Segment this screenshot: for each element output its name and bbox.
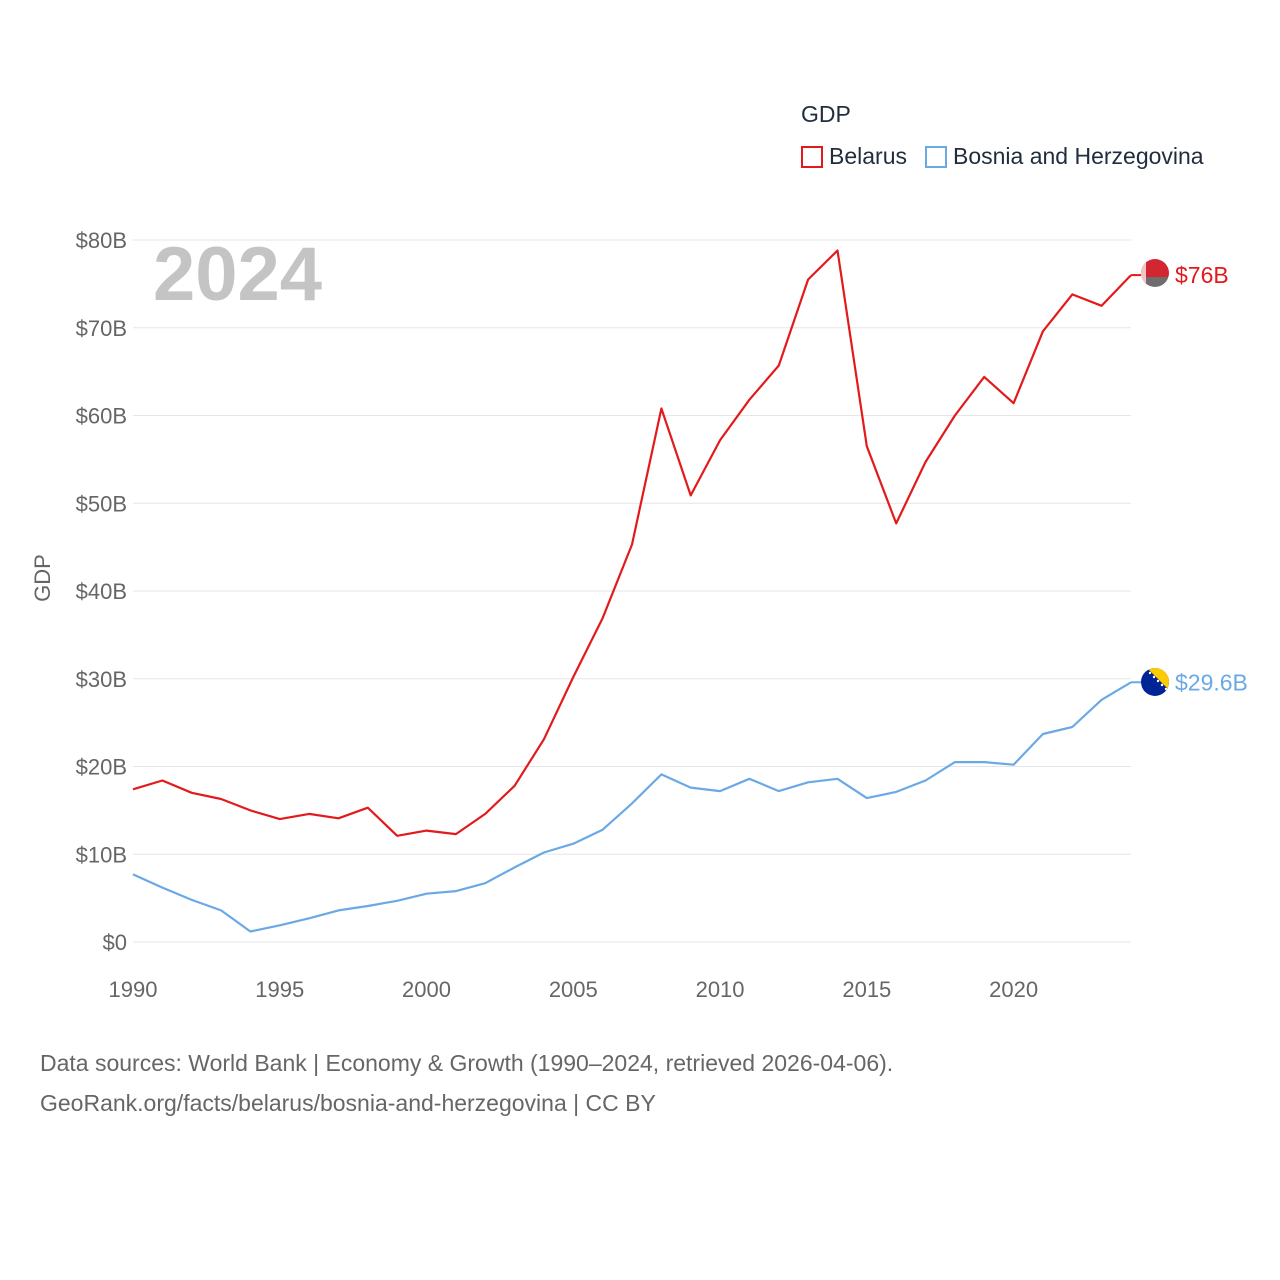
legend-swatch-belarus [801,145,823,168]
source-note: Data sources: World Bank | Economy & Gro… [40,1043,893,1123]
x-tick-label: 2020 [989,977,1038,1002]
y-tick-label: $0 [103,930,127,955]
gridlines [133,239,1131,943]
legend-title: GDP [801,101,851,127]
y-axis-ticks: $0 $10B $20B $30B $40B $50B $60B $70B $80B [76,228,127,955]
x-tick-label: 2005 [549,977,598,1002]
series-end-label-bosnia: $29.6B [1175,669,1248,695]
legend-label-bosnia: Bosnia and Herzegovina [952,143,1204,169]
x-tick-label: 1995 [255,977,304,1002]
y-tick-label: $30B [76,667,127,692]
x-axis-ticks: 1990 1995 2000 2005 2010 2015 2020 [109,977,1039,1002]
legend-label-belarus: Belarus [829,143,907,169]
y-tick-label: $80B [76,228,127,253]
source-line-1: Data sources: World Bank | Economy & Gro… [40,1050,894,1076]
series-lines [132,249,1141,933]
x-tick-label: 2015 [842,977,891,1002]
series-line-belarus[interactable] [132,249,1132,837]
legend: Belarus Bosnia and Herzegovina [801,143,1222,170]
y-tick-label: $60B [76,404,127,429]
x-tick-label: 2010 [696,977,745,1002]
series-end-labels: $76B $29.6B [1175,262,1248,695]
y-tick-label: $40B [76,579,127,604]
series-end-label-belarus: $76B [1175,262,1229,288]
legend-item-belarus[interactable]: Belarus [801,143,907,170]
bosnia-flag-icon [1141,668,1169,696]
series-line-bosnia[interactable] [132,681,1132,933]
y-axis-title: GDP [30,554,55,602]
y-tick-label: $20B [76,755,127,780]
year-watermark: 2024 [153,232,322,317]
x-tick-label: 2000 [402,977,451,1002]
y-tick-label: $50B [76,491,127,516]
x-tick-label: 1990 [109,977,158,1002]
source-line-2[interactable]: GeoRank.org/facts/belarus/bosnia-and-her… [40,1090,656,1116]
belarus-flag-icon [1141,259,1169,287]
legend-item-bosnia[interactable]: Bosnia and Herzegovina [924,143,1204,170]
legend-swatch-bosnia [924,145,947,168]
y-tick-label: $10B [76,842,127,867]
y-tick-label: $70B [76,316,127,341]
